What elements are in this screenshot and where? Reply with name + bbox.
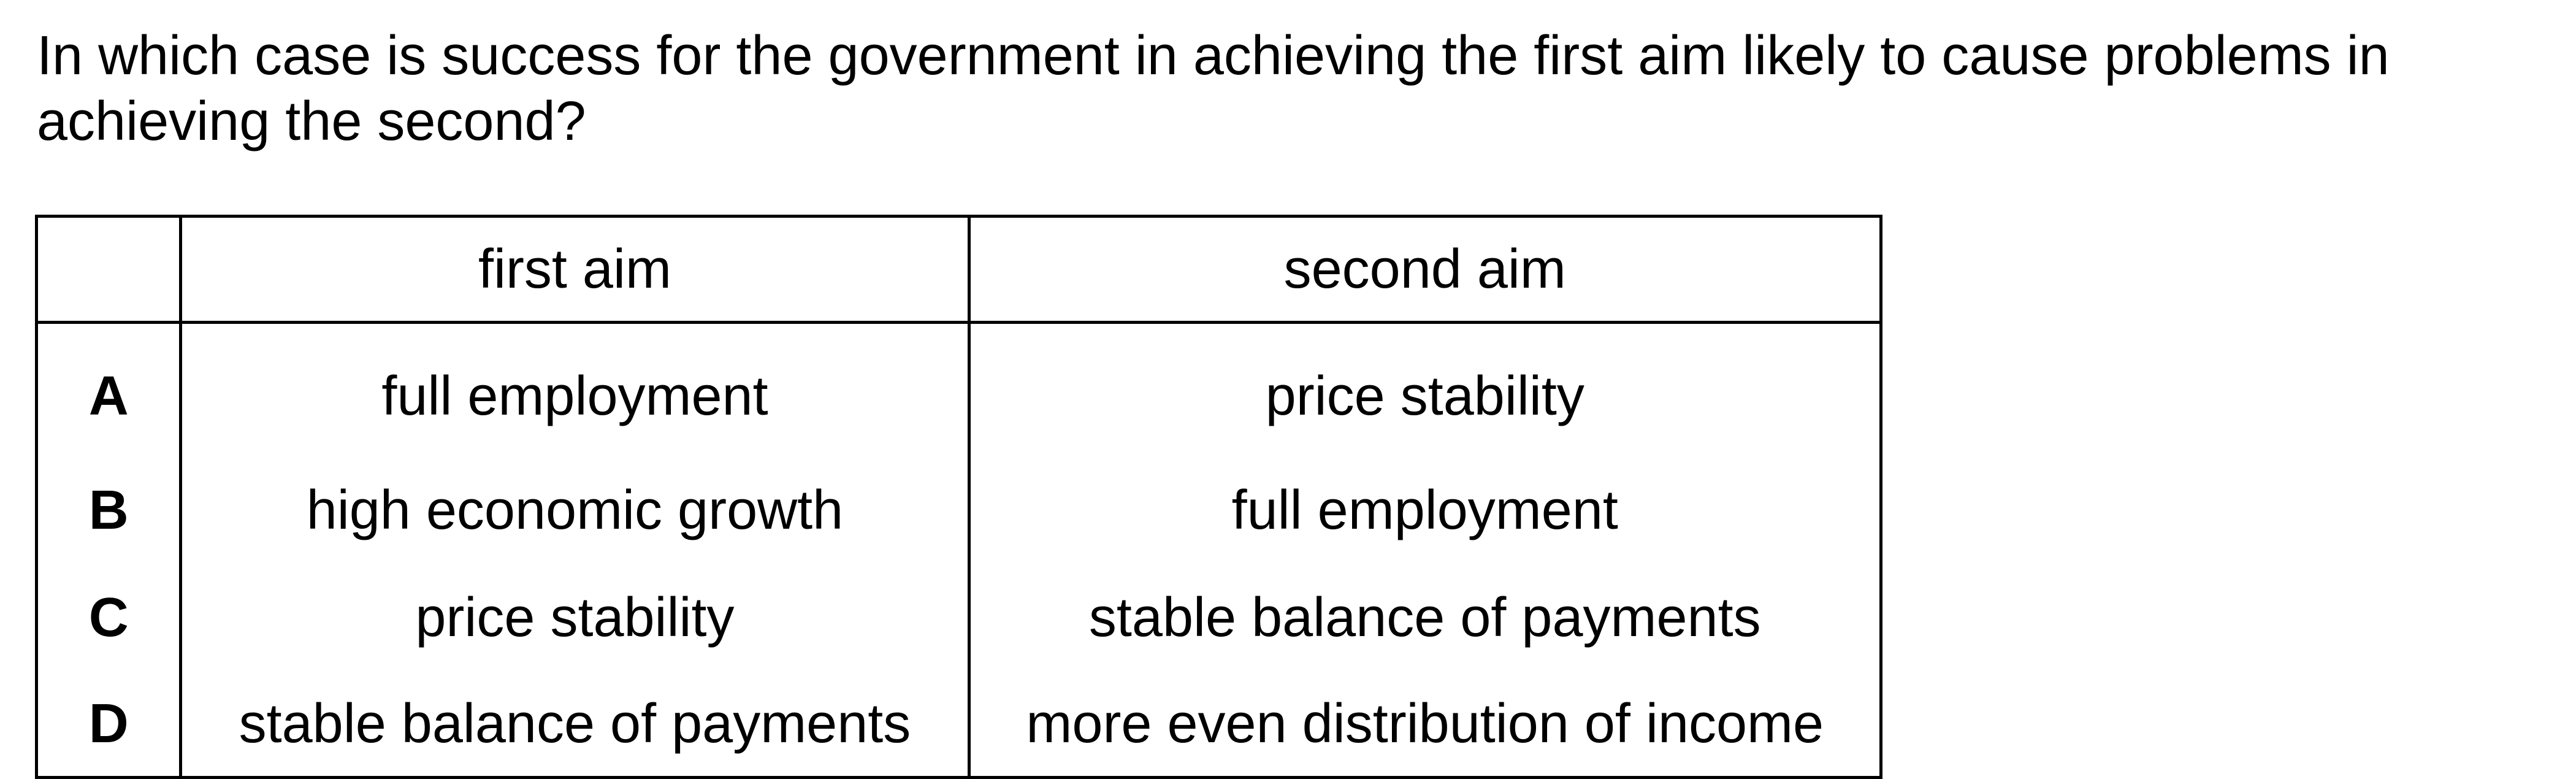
- table-header-row: first aim second aim: [34, 215, 1883, 324]
- option-row-d[interactable]: D stable balance of payments more even d…: [34, 672, 1883, 779]
- option-letter: A: [34, 322, 183, 457]
- option-letter: D: [34, 672, 183, 779]
- answer-options-table: first aim second aim A full employment p…: [34, 215, 1883, 779]
- option-letter: B: [34, 457, 183, 564]
- option-letter: C: [34, 564, 183, 672]
- second-aim-cell: price stability: [967, 322, 1883, 457]
- first-aim-cell: full employment: [179, 322, 971, 457]
- header-first-aim: first aim: [179, 215, 971, 324]
- first-aim-cell: stable balance of payments: [179, 672, 971, 779]
- second-aim-cell: more even distribution of income: [967, 672, 1883, 779]
- option-row-b[interactable]: B high economic growth full employment: [34, 457, 1883, 564]
- question-text: In which case is success for the governm…: [37, 25, 2390, 152]
- first-aim-cell: price stability: [179, 564, 971, 672]
- option-row-c[interactable]: C price stability stable balance of paym…: [34, 564, 1883, 672]
- first-aim-cell: high economic growth: [179, 457, 971, 564]
- second-aim-cell: full employment: [967, 457, 1883, 564]
- option-row-a[interactable]: A full employment price stability: [34, 322, 1883, 457]
- header-second-aim: second aim: [967, 215, 1883, 324]
- header-option: [34, 215, 183, 324]
- second-aim-cell: stable balance of payments: [967, 564, 1883, 672]
